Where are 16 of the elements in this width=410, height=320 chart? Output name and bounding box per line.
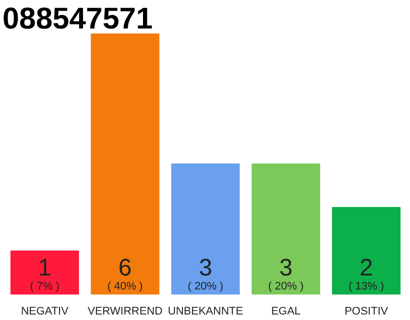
x-tick-label: VERWIRREND: [88, 306, 163, 318]
bar: [252, 164, 320, 294]
bar: [332, 207, 401, 294]
data-label: 3 ( 20% ): [188, 254, 224, 292]
data-label: 6 ( 40% ): [107, 254, 143, 292]
x-tick-label: NEGATIV: [20, 306, 70, 318]
chart-title: 088547571: [2, 2, 153, 36]
x-tick-label: UNBEKANNTE: [168, 306, 244, 318]
bar: [10, 250, 79, 294]
data-label: 1 ( 7% ): [30, 254, 60, 292]
data-label: 2 ( 13% ): [348, 254, 384, 292]
bar: [90, 34, 160, 294]
x-tick-label: POSITIV: [344, 306, 389, 318]
x-tick-label: EGAL: [271, 306, 301, 318]
bar: [171, 164, 240, 294]
data-label: 3 ( 20% ): [268, 254, 304, 292]
